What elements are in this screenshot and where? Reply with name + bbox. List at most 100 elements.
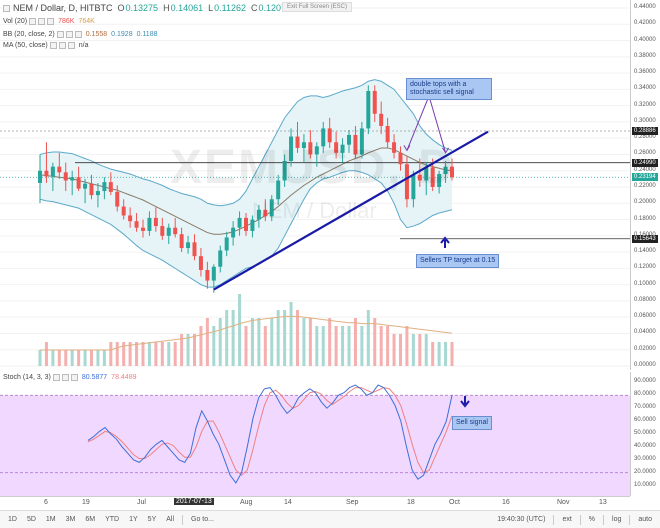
stochastic-pane[interactable] bbox=[0, 372, 630, 496]
eye-icon[interactable] bbox=[49, 42, 57, 49]
range-button-5y[interactable]: 5Y bbox=[147, 516, 157, 523]
candle[interactable] bbox=[173, 217, 178, 238]
candle[interactable] bbox=[63, 162, 68, 192]
stochastic-legend[interactable]: Stoch (14, 3, 3) 80.5877 78.4489 bbox=[3, 374, 136, 381]
candle[interactable] bbox=[44, 142, 49, 183]
price-level-tag[interactable]: 0.15643 bbox=[632, 234, 658, 243]
candle[interactable] bbox=[347, 130, 351, 153]
exit-fullscreen-button[interactable]: Exit Full Screen (ESC) bbox=[282, 2, 353, 12]
price-pane[interactable]: XEMUSD, D NEM / Dollar bbox=[0, 0, 630, 370]
candle[interactable] bbox=[50, 162, 55, 192]
candle[interactable] bbox=[115, 185, 120, 212]
candle[interactable] bbox=[224, 231, 229, 257]
range-button-1m[interactable]: 1M bbox=[45, 516, 56, 523]
candle[interactable] bbox=[160, 217, 165, 240]
volume-legend[interactable]: Vol (20) 786K 764K bbox=[3, 18, 95, 25]
candle[interactable] bbox=[308, 130, 313, 159]
candle[interactable] bbox=[141, 219, 145, 238]
range-button-ytd[interactable]: YTD bbox=[105, 516, 120, 523]
close-icon[interactable] bbox=[67, 42, 75, 49]
candle[interactable] bbox=[166, 223, 171, 244]
candle[interactable] bbox=[244, 213, 248, 236]
candle[interactable] bbox=[102, 177, 107, 200]
candle[interactable] bbox=[334, 131, 339, 159]
candle[interactable] bbox=[379, 101, 384, 135]
candle[interactable] bbox=[57, 152, 62, 179]
candle[interactable] bbox=[153, 207, 158, 232]
price-axis[interactable]: 0.44000 0.42000 0.40000 0.38000 0.36000 0.340… bbox=[630, 0, 660, 370]
bollinger-legend[interactable]: BB (20, close, 2) 0.1558 0.1928 0.1188 bbox=[3, 31, 157, 38]
sell-signal-annotation[interactable]: Sell signal bbox=[452, 416, 492, 430]
candle[interactable] bbox=[282, 154, 287, 187]
candle[interactable] bbox=[250, 215, 255, 238]
close-icon[interactable] bbox=[74, 31, 82, 38]
candle[interactable] bbox=[218, 245, 223, 273]
scale-button-ext[interactable]: ext bbox=[562, 516, 572, 523]
ma-legend[interactable]: MA (50, close) n/a bbox=[3, 42, 88, 49]
goto-date-button[interactable]: Go to... bbox=[191, 516, 214, 523]
candle[interactable] bbox=[321, 121, 326, 153]
price-level-tag[interactable]: 0.28886 bbox=[632, 126, 658, 135]
candle[interactable] bbox=[263, 199, 268, 222]
candle[interactable] bbox=[179, 227, 184, 253]
candle[interactable] bbox=[327, 117, 332, 148]
range-button-all[interactable]: All bbox=[166, 516, 175, 523]
candle[interactable] bbox=[205, 261, 210, 289]
stochastic-axis[interactable]: 90.0000 80.0000 70.0000 60.0000 50.0000 40.00… bbox=[630, 372, 660, 496]
candle[interactable] bbox=[231, 221, 236, 246]
settings-icon[interactable] bbox=[38, 18, 46, 25]
candle[interactable] bbox=[366, 85, 371, 135]
candle[interactable] bbox=[198, 248, 203, 277]
candle[interactable] bbox=[108, 172, 113, 196]
eye-icon[interactable] bbox=[29, 18, 37, 25]
candle[interactable] bbox=[353, 125, 358, 159]
settings-icon[interactable] bbox=[65, 31, 73, 38]
eye-icon[interactable] bbox=[56, 31, 64, 38]
utc-clock[interactable]: 19:40:30 (UTC) bbox=[497, 516, 546, 523]
symbol-legend[interactable]: NEM / Dollar, D, HITBTC O 0.13275 H 0.1406… bbox=[3, 3, 291, 13]
candle[interactable] bbox=[70, 170, 75, 196]
range-button-5d[interactable]: 5D bbox=[26, 516, 36, 523]
settings-icon[interactable] bbox=[61, 374, 69, 381]
price-level-tag[interactable]: 0.24990 bbox=[632, 158, 658, 167]
time-axis[interactable]: 6 19 Jul 2017-07-13 Aug 14 Sep 18 Oct 16 Nov 13 bbox=[0, 496, 630, 510]
candle[interactable] bbox=[411, 170, 416, 208]
candle[interactable] bbox=[450, 158, 454, 181]
close-icon[interactable] bbox=[70, 374, 78, 381]
candle[interactable] bbox=[38, 154, 42, 204]
candle[interactable] bbox=[269, 195, 274, 222]
candle[interactable] bbox=[186, 235, 191, 254]
candle[interactable] bbox=[295, 121, 300, 153]
candle[interactable] bbox=[437, 170, 442, 194]
settings-icon[interactable] bbox=[58, 42, 66, 49]
range-button-1d[interactable]: 1D bbox=[8, 516, 17, 523]
candle[interactable] bbox=[121, 199, 126, 220]
candle[interactable] bbox=[134, 213, 139, 232]
candle[interactable] bbox=[359, 121, 364, 159]
scale-button-log[interactable]: log bbox=[612, 516, 622, 523]
range-button-3m[interactable]: 3M bbox=[65, 516, 76, 523]
sellers-tp-annotation[interactable]: Sellers TP target at 0.15 bbox=[416, 254, 500, 268]
candle[interactable] bbox=[147, 211, 152, 236]
candle[interactable] bbox=[392, 134, 397, 159]
collapse-legend-icon[interactable] bbox=[3, 4, 10, 12]
scale-button-percent[interactable]: % bbox=[588, 516, 596, 523]
candle[interactable] bbox=[95, 182, 100, 208]
candle[interactable] bbox=[340, 138, 345, 163]
candle[interactable] bbox=[76, 166, 81, 192]
candle[interactable] bbox=[417, 158, 422, 187]
candle[interactable] bbox=[89, 174, 94, 200]
candle[interactable] bbox=[289, 128, 294, 167]
eye-icon[interactable] bbox=[52, 374, 60, 381]
price-chart-svg[interactable] bbox=[0, 0, 630, 370]
candle[interactable] bbox=[237, 211, 242, 236]
close-icon[interactable] bbox=[47, 18, 55, 25]
candle[interactable] bbox=[276, 174, 281, 205]
candle[interactable] bbox=[372, 85, 377, 122]
candle[interactable] bbox=[443, 160, 448, 183]
price-level-tag[interactable]: 0.23194 bbox=[632, 173, 658, 182]
candle[interactable] bbox=[404, 156, 409, 208]
candle[interactable] bbox=[301, 134, 306, 163]
candle[interactable] bbox=[314, 142, 319, 167]
candle[interactable] bbox=[128, 207, 133, 228]
